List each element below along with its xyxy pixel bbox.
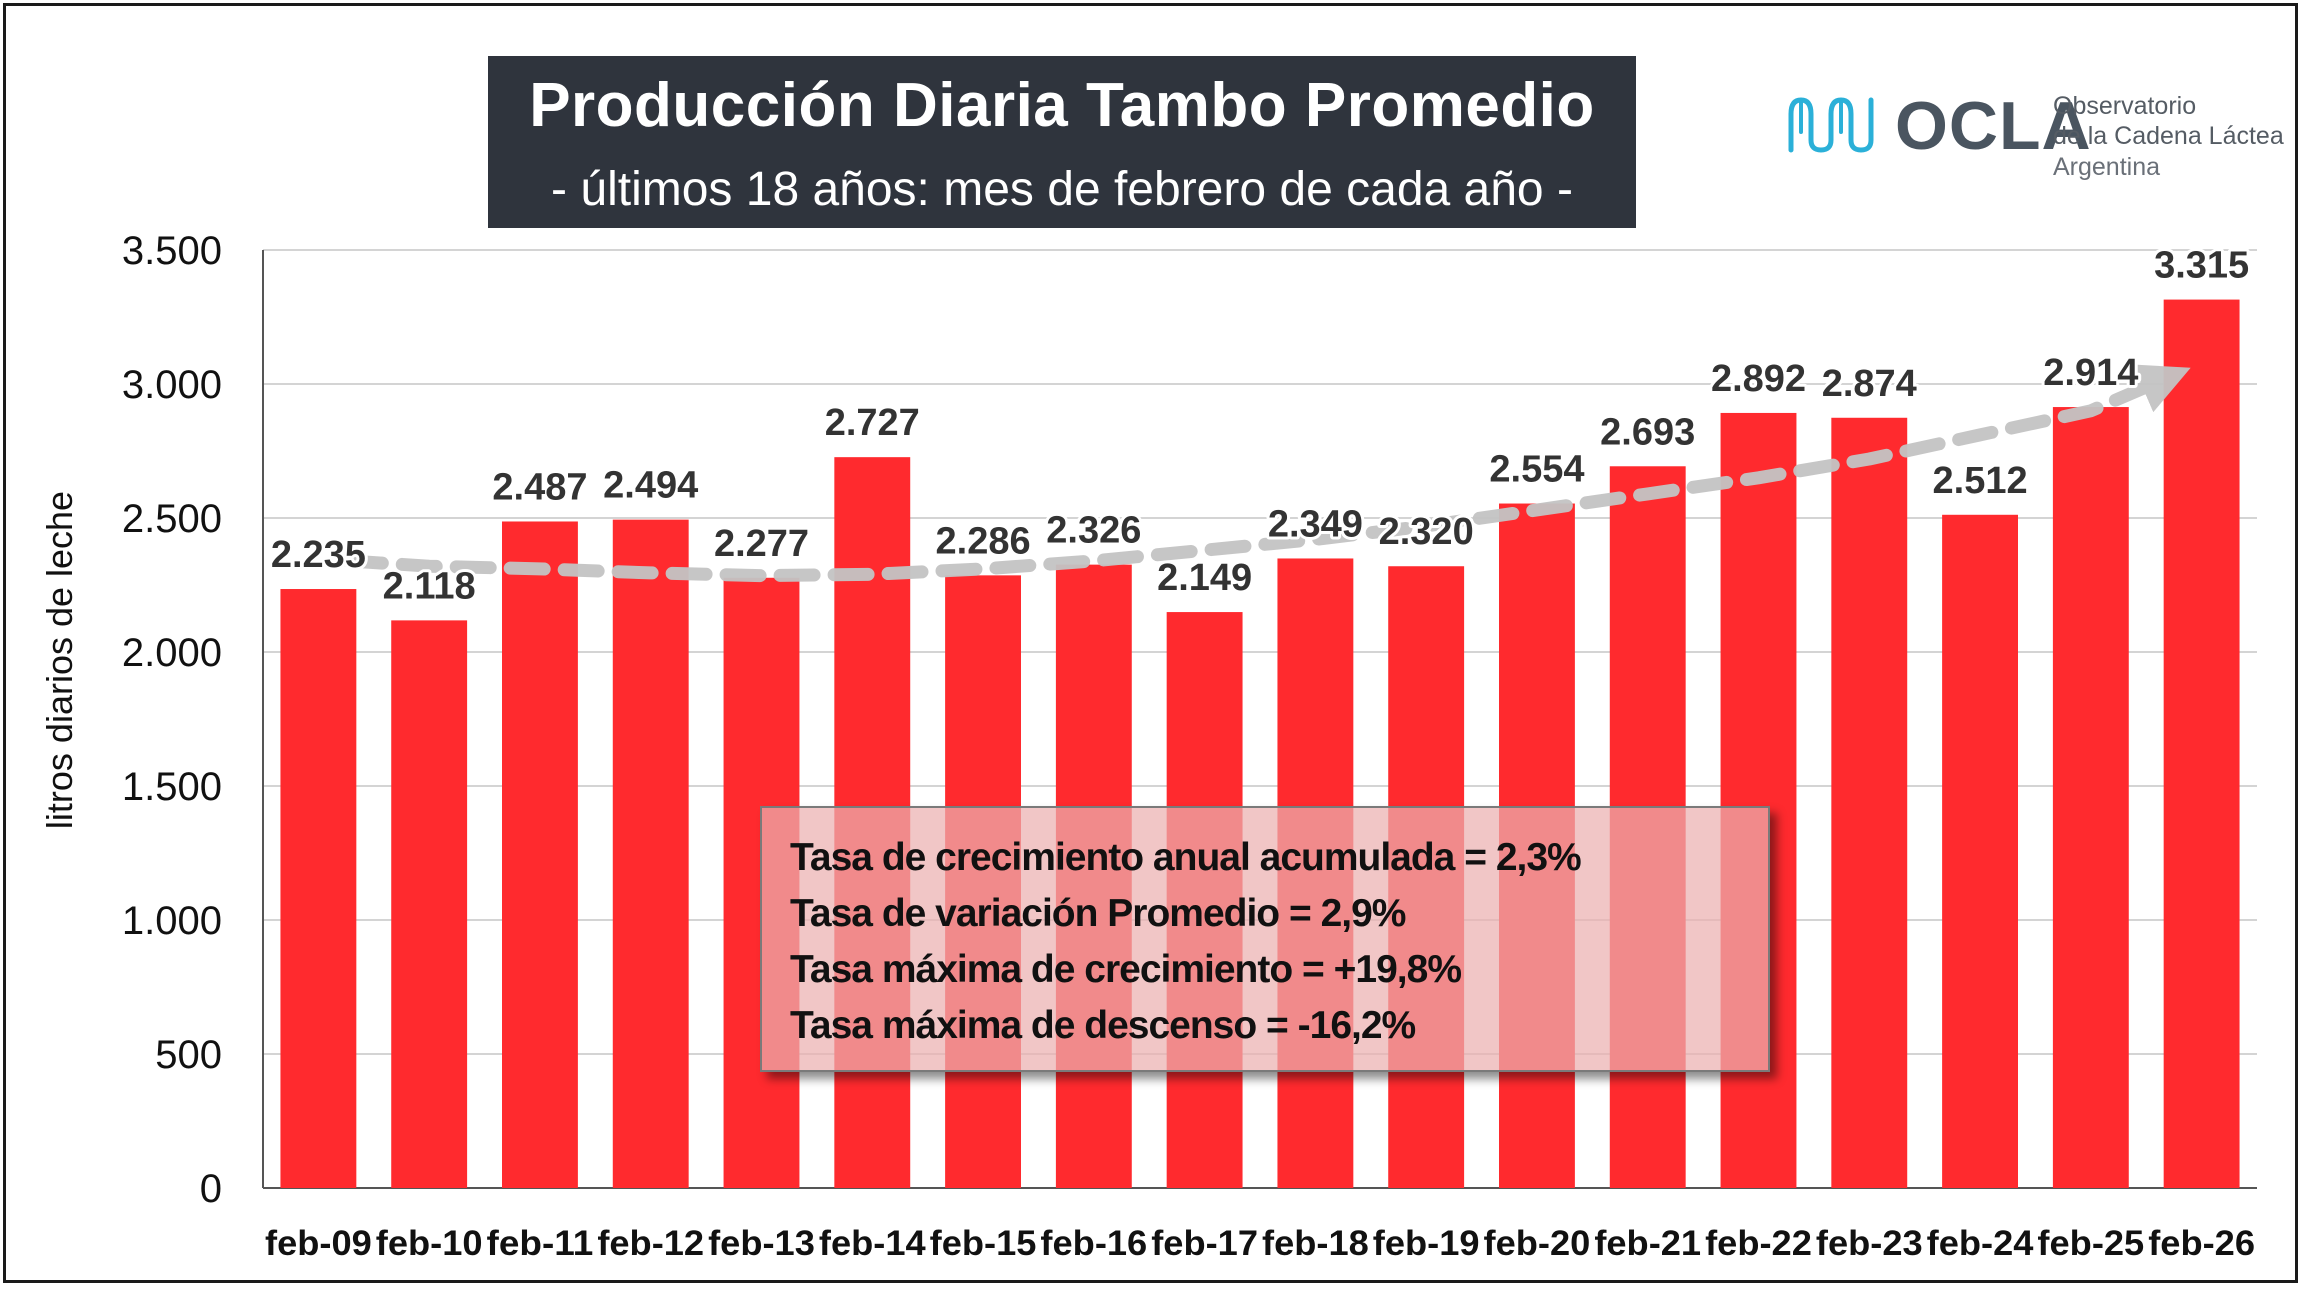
data-label: 2.892 (1711, 358, 1806, 400)
x-tick-label: feb-13 (708, 1224, 815, 1263)
logo-line-2: de la Cadena Láctea (2053, 122, 2284, 150)
x-tick-label: feb-10 (376, 1224, 483, 1263)
data-label: 2.914 (2043, 352, 2138, 394)
x-tick-label: feb-25 (2037, 1224, 2144, 1263)
data-label: 2.512 (1933, 460, 2028, 502)
logo-wordmark: OCLA (1895, 88, 2092, 164)
bar (280, 589, 357, 1188)
bar (2163, 299, 2240, 1189)
y-tick-label: 2.500 (122, 497, 222, 541)
bar (391, 620, 468, 1188)
x-tick-label: feb-16 (1040, 1224, 1147, 1263)
data-label: 2.349 (1268, 503, 1363, 545)
data-label: 2.277 (714, 523, 809, 565)
y-tick-label: 1.500 (122, 765, 222, 809)
data-label: 3.315 (2154, 245, 2249, 287)
logo-line-3: Argentina (2053, 153, 2161, 181)
stat-max-growth: Tasa máxima de crecimiento = +19,8% (790, 948, 1462, 991)
data-label: 2.693 (1600, 411, 1695, 453)
logo-line-1: Observatorio (2053, 92, 2197, 120)
y-tick-label: 3.500 (122, 229, 222, 273)
data-label: 2.874 (1822, 363, 1917, 405)
milk-wave-icon (1788, 97, 1874, 153)
trend-arrow (341, 364, 2191, 583)
x-tick-label: feb-11 (487, 1224, 594, 1263)
data-label: 2.320 (1379, 511, 1474, 553)
x-axis-ticks: feb-09 feb-10 feb-11 feb-12 feb-13 feb-14 feb-… (265, 1224, 2255, 1263)
y-tick-label: 2.000 (122, 631, 222, 675)
stats-box: Tasa de crecimiento anual acumulada = 2,… (760, 806, 1770, 1072)
y-tick-label: 1.000 (122, 899, 222, 943)
x-tick-label: feb-09 (265, 1224, 372, 1263)
stat-cagr: Tasa de crecimiento anual acumulada = 2,… (790, 836, 1582, 879)
value-labels: 2.235 2.118 2.487 2.494 2.277 2.727 2.286 2.326… (268, 242, 2252, 611)
gridlines (262, 249, 2257, 1189)
data-label: 2.286 (936, 520, 1031, 562)
x-tick-label: feb-19 (1373, 1224, 1480, 1263)
y-axis-label: litros diarios de leche (39, 490, 80, 830)
chart-title-box: Producción Diaria Tambo Promedio - últim… (488, 56, 1636, 228)
data-label: 2.235 (271, 534, 366, 576)
chart-title: Producción Diaria Tambo Promedio (529, 71, 1595, 140)
ocla-logo: OCLA Observatorio de la Cadena Láctea Ar… (1785, 88, 2284, 188)
stat-max-decline: Tasa máxima de descenso = -16,2% (790, 1004, 1416, 1047)
trend-line (341, 364, 2191, 583)
x-tick-label: feb-26 (2148, 1224, 2255, 1263)
bar (2052, 407, 2129, 1189)
x-tick-label: feb-15 (930, 1224, 1037, 1263)
x-tick-label: feb-24 (1927, 1224, 2034, 1263)
bar (502, 521, 578, 1188)
y-tick-label: 500 (155, 1033, 222, 1077)
data-label: 2.326 (1046, 510, 1141, 552)
y-tick-label: 0 (200, 1167, 222, 1211)
x-tick-label: feb-17 (1151, 1224, 1258, 1263)
x-tick-label: feb-12 (597, 1224, 704, 1263)
bar (1942, 514, 2018, 1188)
bar (1831, 417, 1908, 1188)
x-tick-label: feb-20 (1484, 1224, 1591, 1263)
data-label: 2.118 (383, 565, 476, 607)
data-label: 2.727 (825, 402, 920, 444)
data-label: 2.554 (1489, 449, 1584, 491)
data-label: 2.487 (492, 466, 587, 508)
y-tick-label: 3.000 (122, 363, 222, 407)
stat-average-variation: Tasa de variación Promedio = 2,9% (790, 892, 1406, 935)
y-axis-ticks: 0 500 1.000 1.500 2.000 2.500 3.000 3.500 (122, 229, 222, 1211)
x-tick-label: feb-22 (1705, 1224, 1812, 1263)
data-label: 2.149 (1157, 557, 1252, 599)
x-tick-label: feb-18 (1262, 1224, 1369, 1263)
chart-subtitle: - últimos 18 años: mes de febrero de cad… (551, 163, 1573, 216)
x-tick-label: feb-23 (1816, 1224, 1923, 1263)
x-tick-label: feb-14 (819, 1224, 926, 1263)
x-tick-label: feb-21 (1594, 1224, 1701, 1263)
data-label: 2.494 (603, 465, 698, 507)
bar (612, 519, 689, 1188)
